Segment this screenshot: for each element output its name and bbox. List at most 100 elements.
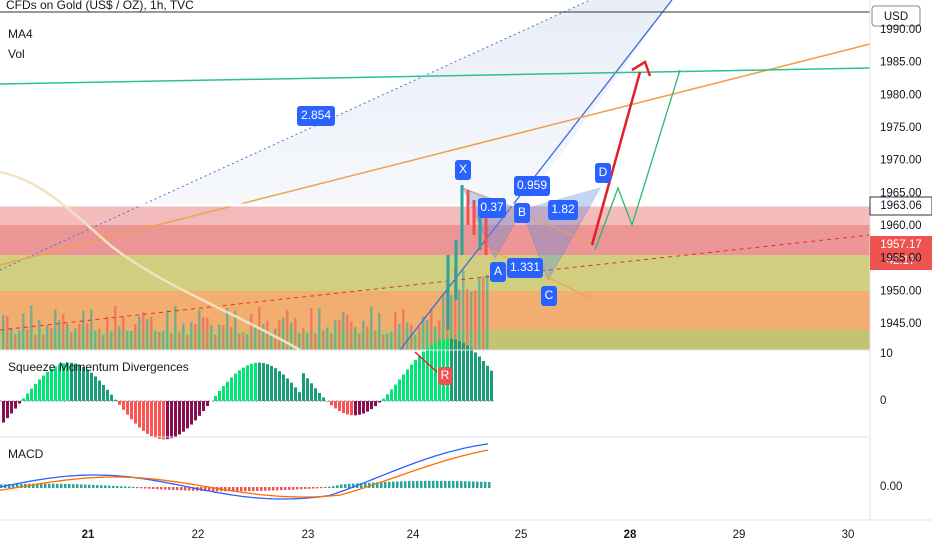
squeeze-bar xyxy=(130,401,133,420)
volume-bar xyxy=(74,328,77,350)
zone-olive xyxy=(0,255,870,291)
volume-bar xyxy=(78,323,81,350)
volume-bar xyxy=(418,326,421,350)
volume-bar xyxy=(374,330,377,350)
ratio-box xyxy=(507,258,543,278)
macd-bar xyxy=(48,483,51,488)
squeeze-bar xyxy=(226,381,229,401)
volume-bar xyxy=(18,330,21,350)
squeeze-bar xyxy=(2,401,5,423)
macd-bar xyxy=(168,487,171,490)
macd-bar xyxy=(140,487,143,489)
macd-bar xyxy=(52,483,55,488)
macd-bar xyxy=(480,481,483,488)
volume-bar xyxy=(438,320,441,350)
squeeze-bar xyxy=(366,401,369,412)
volume-bar xyxy=(58,319,61,350)
macd-bar xyxy=(444,480,447,488)
squeeze-bar xyxy=(258,362,261,401)
volume-bar xyxy=(142,312,145,350)
macd-bar xyxy=(436,480,439,488)
volume-bar xyxy=(306,332,309,350)
macd-bar xyxy=(40,483,43,488)
trend-red xyxy=(0,234,871,331)
macd-bar xyxy=(320,487,323,489)
pattern-point: D xyxy=(599,165,608,179)
volume-bar xyxy=(38,319,41,350)
volume-bar xyxy=(326,327,329,350)
volume-bar xyxy=(46,325,49,350)
volume-bar xyxy=(50,327,53,350)
macd-bar xyxy=(120,486,123,488)
macd-bar xyxy=(88,484,91,488)
squeeze-bar xyxy=(430,344,433,401)
macd-bar xyxy=(324,486,327,488)
macd-bar xyxy=(316,487,319,489)
squeeze-bar xyxy=(310,383,313,401)
volume-bar xyxy=(370,306,373,350)
squeeze-bar xyxy=(242,367,245,401)
volume-bar xyxy=(322,330,325,350)
squeeze-title: Squeeze Momentum Divergences xyxy=(8,360,189,374)
squeeze-bar xyxy=(478,356,481,401)
volume-bar xyxy=(222,324,225,350)
macd-bar xyxy=(100,485,103,488)
volume-bar xyxy=(402,309,405,350)
squeeze-bar xyxy=(10,401,13,414)
volume-bar xyxy=(470,291,473,350)
macd-bar xyxy=(180,487,183,491)
squeeze-bar xyxy=(418,355,421,401)
volume-bar xyxy=(454,266,457,350)
ratio-box xyxy=(514,176,550,196)
macd-bar xyxy=(328,486,331,488)
squeeze-bar xyxy=(30,388,33,401)
time-tick-label: 22 xyxy=(192,529,205,541)
squeeze-bar xyxy=(362,401,365,414)
macd-bar xyxy=(216,487,219,492)
squeeze-bar xyxy=(26,393,29,401)
macd-bar xyxy=(428,480,431,488)
divergence xyxy=(414,351,438,373)
currency[interactable]: USD xyxy=(884,11,908,23)
volume-bar xyxy=(110,331,113,350)
squeeze-bar xyxy=(106,389,109,401)
macd-bar xyxy=(192,487,195,491)
squeeze-bar xyxy=(338,401,341,412)
macd-bar xyxy=(248,487,251,492)
volume-bar xyxy=(262,323,265,350)
macd-bar xyxy=(56,483,59,488)
currency-box[interactable] xyxy=(871,5,921,27)
volume-bar xyxy=(422,316,425,350)
squeeze-bar xyxy=(98,380,101,401)
volume-bar xyxy=(390,332,393,350)
squeeze-bar xyxy=(294,387,297,401)
squeeze-bar xyxy=(434,342,437,401)
volume-bar xyxy=(190,322,193,350)
squeeze-bar xyxy=(302,373,305,401)
squeeze-bar xyxy=(146,401,149,434)
ratio-label: 1.82 xyxy=(551,202,575,216)
volume-bar xyxy=(166,310,169,350)
volume-bar xyxy=(30,305,33,350)
macd-bar xyxy=(344,484,347,488)
squeeze-bar xyxy=(58,364,61,401)
volume-bar xyxy=(342,312,345,350)
squeeze-bar xyxy=(250,363,253,401)
trend-dotted xyxy=(0,0,591,271)
macd-title: MACD xyxy=(8,447,44,461)
volume-bar xyxy=(10,327,13,350)
price-tick-label: 1990.00 xyxy=(880,24,922,36)
macd-bar xyxy=(452,481,455,488)
trend-blue xyxy=(399,0,673,351)
squeeze-bar xyxy=(174,401,177,437)
macd-bar xyxy=(116,486,119,488)
price-tick-label: 1950.00 xyxy=(880,285,922,297)
volume-bar xyxy=(218,324,221,350)
squeeze-bar xyxy=(322,397,325,401)
volume-bar xyxy=(210,325,213,350)
volume-bar xyxy=(406,322,409,350)
macd-bar xyxy=(404,481,407,488)
macd-bar xyxy=(144,487,147,489)
squeeze-bar xyxy=(126,401,129,415)
macd-bar xyxy=(412,481,415,488)
